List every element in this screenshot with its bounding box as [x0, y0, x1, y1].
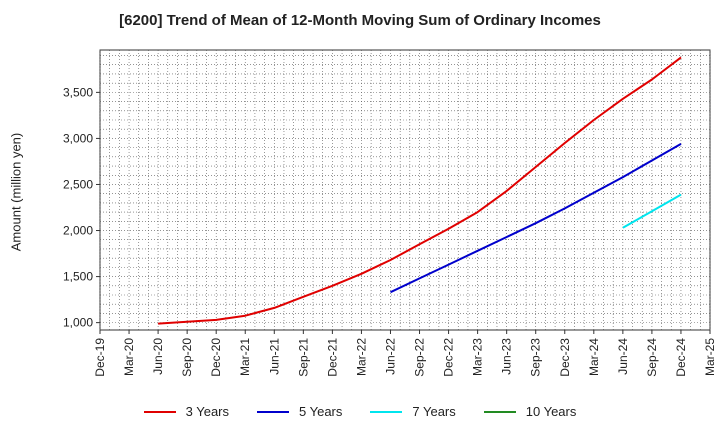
chart-title: [6200] Trend of Mean of 12-Month Moving … — [119, 12, 601, 29]
y-tick-label: 3,000 — [63, 131, 93, 145]
chart-canvas: 1,000 1,500 2,000 2,500 3,000 3,500 Dec-19 Mar-… — [63, 49, 717, 377]
legend-item: 5 Years — [257, 404, 342, 419]
x-tick-label: Mar-22 — [354, 338, 368, 376]
x-tick-label: Jun-21 — [267, 338, 281, 375]
legend-item: 7 Years — [370, 404, 456, 419]
legend-label: 10 Years — [525, 404, 577, 419]
y-tick-label: 2,000 — [63, 224, 93, 238]
x-tick-label: Mar-23 — [471, 338, 485, 376]
series-line-7-years — [622, 193, 682, 229]
x-tick-label: Dec-19 — [93, 338, 107, 377]
x-tick-label: Sep-21 — [296, 338, 310, 377]
x-tick-label: Dec-24 — [674, 338, 688, 377]
x-tick-label: Sep-23 — [529, 338, 543, 377]
legend-label: 7 Years — [412, 404, 456, 419]
x-tick-label: Dec-23 — [558, 338, 572, 377]
x-tick-label: Mar-20 — [122, 338, 136, 376]
x-tick-label: Dec-20 — [209, 338, 223, 377]
x-tick-label: Jun-20 — [151, 338, 165, 375]
x-tick-label: Mar-21 — [238, 338, 252, 376]
plot-area — [99, 49, 711, 331]
x-tick-label: Mar-24 — [587, 338, 601, 376]
x-tick-label: Jun-23 — [500, 338, 514, 375]
y-tick-label: 2,500 — [63, 177, 93, 191]
y-tick-label: 1,000 — [63, 316, 93, 330]
legend-item: 10 Years — [483, 404, 577, 419]
y-tick-label: 3,500 — [63, 85, 93, 99]
legend-swatch — [483, 410, 516, 413]
x-tick-label: Dec-22 — [442, 338, 456, 377]
x-tick-label: Jun-22 — [383, 338, 397, 375]
legend-item: 3 Years — [143, 404, 229, 419]
legend-swatch — [370, 410, 403, 413]
x-tick-label: Sep-22 — [413, 338, 427, 377]
legend-swatch — [257, 410, 289, 413]
legend-label: 5 Years — [299, 404, 343, 419]
x-tick-label: Mar-25 — [703, 338, 717, 376]
legend: 3 Years 5 Years 7 Years 10 Years — [0, 404, 720, 419]
x-tick-label: Jun-24 — [616, 338, 630, 375]
legend-label: 3 Years — [185, 404, 229, 419]
x-tick-label: Sep-24 — [645, 338, 659, 377]
legend-swatch — [143, 410, 176, 413]
x-tick-label: Sep-20 — [180, 338, 194, 377]
series-line-3-years — [158, 56, 682, 325]
x-tick-label: Dec-21 — [325, 338, 339, 377]
y-tick-label: 1,500 — [63, 270, 93, 284]
series-line-5-years — [390, 143, 682, 294]
